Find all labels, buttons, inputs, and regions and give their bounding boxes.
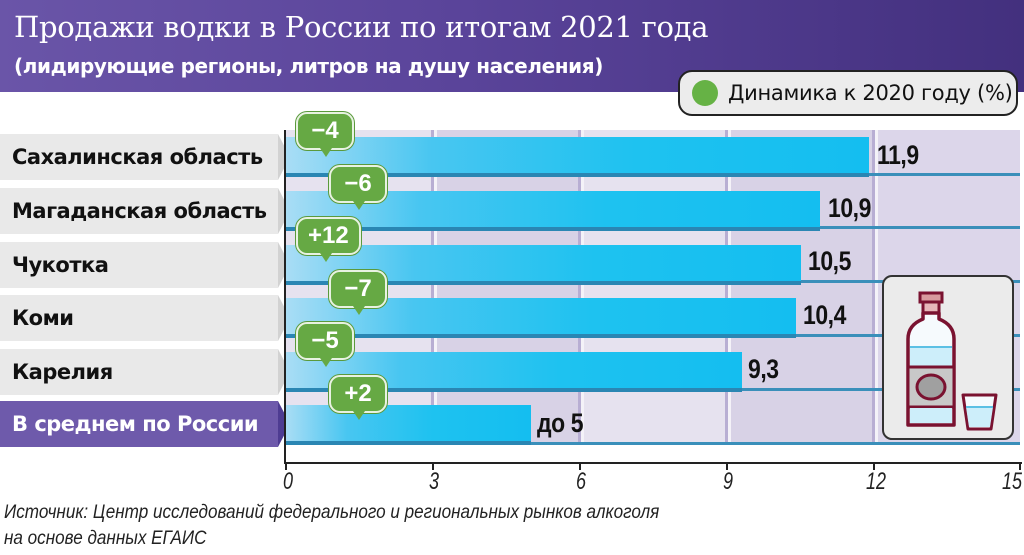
change-bubble: −6 <box>329 165 387 210</box>
band-6-9 <box>580 130 727 445</box>
change-bubble: +2 <box>329 375 387 420</box>
value-label: 10,5 <box>808 246 851 276</box>
category-label-magadan: Магаданская область <box>0 188 290 234</box>
x-tick <box>726 462 728 470</box>
gridline-3 <box>431 130 437 445</box>
chart-title: Продажи водки в России по итогам 2021 го… <box>14 10 709 44</box>
bar-russia-average <box>286 405 531 445</box>
x-tick <box>285 462 287 470</box>
bar-magadan <box>286 191 820 231</box>
legend: Динамика к 2020 году (%) <box>678 70 1018 116</box>
row-separator <box>286 442 1020 445</box>
source-note: Источник: Центр исследований федеральног… <box>4 500 659 552</box>
category-label-sakhalin: Сахалинская область <box>0 134 290 180</box>
category-label-karelia: Карелия <box>0 349 290 395</box>
chart-subtitle: (лидирующие регионы, литров на душу насе… <box>14 54 603 78</box>
y-axis <box>284 130 286 464</box>
x-tick-label: 9 <box>722 468 734 495</box>
x-tick <box>432 462 434 470</box>
change-bubble: −4 <box>296 112 354 157</box>
x-tick <box>579 462 581 470</box>
x-tick <box>873 462 875 470</box>
x-tick-label: 0 <box>282 468 294 495</box>
x-axis <box>284 462 1022 464</box>
change-bubble: −5 <box>296 322 354 367</box>
x-tick <box>1019 462 1021 470</box>
gridline-9 <box>725 130 731 445</box>
vodka-bottle-and-glass-icon <box>882 275 1014 440</box>
category-label-komi: Коми <box>0 295 290 341</box>
x-tick-label: 3 <box>428 468 440 495</box>
green-dot-icon <box>692 80 718 106</box>
legend-label: Динамика к 2020 году (%) <box>728 81 1013 105</box>
value-label: до 5 <box>537 408 584 438</box>
category-label-russia-average: В среднем по России <box>0 401 290 447</box>
band-9-12 <box>727 130 874 445</box>
chart-header: Продажи водки в России по итогам 2021 го… <box>0 0 1024 92</box>
category-label-chukotka: Чукотка <box>0 242 290 288</box>
x-tick-label: 12 <box>865 468 887 495</box>
change-bubble: −7 <box>329 270 387 315</box>
gridline-12 <box>872 130 878 445</box>
value-label: 9,3 <box>748 354 779 384</box>
change-bubble: +12 <box>296 217 361 262</box>
source-line-2: на основе данных ЕГАИС <box>4 528 207 549</box>
source-line-1: Источник: Центр исследований федеральног… <box>4 502 660 523</box>
x-tick-label: 15 <box>1001 468 1023 495</box>
gridline-6 <box>578 130 584 445</box>
band-3-6 <box>433 130 580 445</box>
value-label: 11,9 <box>877 140 919 170</box>
x-tick-label: 6 <box>575 468 587 495</box>
value-label: 10,4 <box>803 300 846 330</box>
value-label: 10,9 <box>828 193 871 223</box>
